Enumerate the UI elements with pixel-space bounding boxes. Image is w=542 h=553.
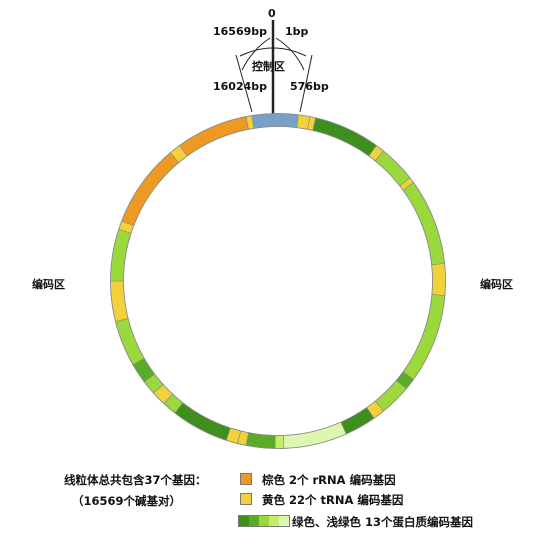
legend-protein-swatch-4 — [269, 516, 279, 526]
ring-segment-rrna — [179, 116, 249, 157]
pointer-1bp — [275, 37, 305, 71]
control-brace — [239, 47, 307, 57]
end-16569bp-label: 16569bp — [213, 25, 268, 38]
boundary-576bp-label: 576bp — [290, 80, 329, 93]
ring-outer-outline — [110, 113, 446, 449]
ring-segment-trna — [110, 280, 129, 322]
legend-protein-swatch-5 — [279, 516, 289, 526]
origin-zero-label: 0 — [268, 7, 276, 20]
ring-segment-trna — [431, 263, 446, 296]
coding-region-right-label: 编码区 — [480, 278, 513, 291]
ring-segment-protein — [110, 228, 132, 282]
ring-segment-protein — [312, 117, 377, 157]
ring-segment-rrna — [121, 152, 180, 227]
ring-segment-protein — [402, 294, 446, 380]
base-pair-summary: （16569个碱基对） — [72, 494, 182, 508]
ring-segment-protein — [174, 402, 231, 441]
ring-inner-outline — [123, 126, 433, 436]
pointer-16024 — [235, 54, 253, 113]
gene-ring — [110, 113, 446, 449]
ring-segment-protein — [402, 182, 445, 266]
legend-protein-swatch-2 — [249, 516, 259, 526]
legend-trna-text: 黄色 22个 tRNA 编码基因 — [262, 493, 404, 507]
legend-protein-swatch-1 — [239, 516, 249, 526]
legend-rrna-swatch — [240, 473, 252, 485]
legend-trna-swatch — [240, 493, 252, 505]
pointer-lines — [235, 20, 313, 117]
ring-segment-protein — [340, 407, 375, 435]
control-region-label: 控制区 — [252, 60, 285, 73]
pointer-16569 — [241, 37, 271, 71]
boundary-16024bp-label: 16024bp — [213, 80, 268, 93]
start-1bp-label: 1bp — [285, 25, 309, 38]
gene-total-summary: 线粒体总共包含37个基因： — [64, 473, 207, 487]
legend-rrna-text: 棕色 2个 rRNA 编码基因 — [262, 473, 396, 487]
coding-region-left-label: 编码区 — [32, 278, 65, 291]
pointer-576 — [299, 54, 313, 113]
legend-protein-text: 绿色、浅绿色 13个蛋白质编码基因 — [292, 515, 474, 529]
legend-protein-swatch-3 — [259, 516, 269, 526]
ring-segment-protein — [374, 150, 411, 187]
legend-protein-swatch — [238, 515, 290, 527]
ring-segment-protein — [274, 435, 285, 449]
